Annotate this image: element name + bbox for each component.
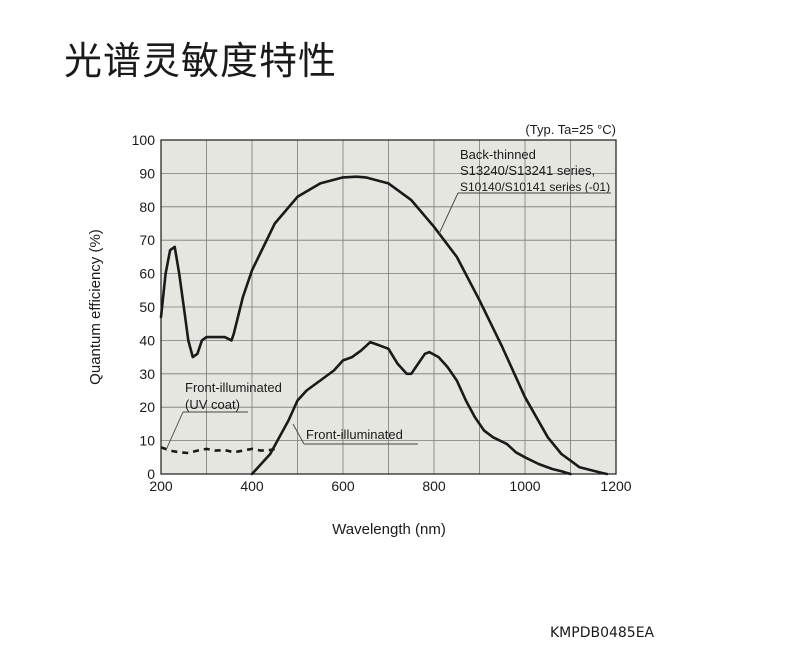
y-axis-label: Quantum efficiency (%): [87, 229, 104, 385]
series-label-back-thinned: S13240/S13241 series,: [460, 163, 595, 178]
x-tick-label: 800: [422, 478, 446, 494]
x-tick-label: 1200: [600, 478, 631, 494]
document-code: KMPDB0485EA: [550, 625, 655, 641]
plot-frame: [160, 139, 617, 475]
y-tick-label: 10: [139, 433, 155, 449]
series-line-1: [159, 175, 609, 476]
series-line-3: [250, 340, 572, 476]
series-label-front-uv: Front-illuminated: [185, 380, 282, 395]
y-tick-label: 0: [147, 466, 155, 482]
series-line-2: [160, 446, 276, 455]
y-tick-label: 70: [139, 232, 155, 248]
leader-front-uv: [165, 411, 184, 451]
y-tick-label: 20: [139, 399, 155, 415]
series-label-back-thinned: Back-thinned: [460, 147, 536, 162]
series-label-front: Front-illuminated: [306, 427, 403, 442]
x-tick-label: 400: [240, 478, 264, 494]
x-tick-label: 1000: [509, 478, 540, 494]
y-tick-label: 90: [139, 165, 155, 181]
x-axis-label: Wavelength (nm): [332, 521, 446, 538]
page-title: 光谱灵敏度特性: [64, 39, 338, 83]
tick-labels: 0 10 20 30 40 50 60 70 80 90 100 200 400 600 800 1000 12…: [132, 132, 632, 494]
x-tick-label: 600: [331, 478, 355, 494]
y-tick-label: 40: [139, 332, 155, 348]
y-tick-label: 50: [139, 299, 155, 315]
x-tick-label: 200: [149, 478, 173, 494]
leader-front: [292, 423, 305, 445]
leader-back-thinned: [438, 192, 459, 235]
grid-lines: [161, 140, 616, 474]
y-tick-label: 30: [139, 366, 155, 382]
y-tick-label: 80: [139, 199, 155, 215]
series-label-back-thinned: S10140/S10141 series (-01): [460, 180, 610, 194]
condition-note: (Typ. Ta=25 °C): [525, 122, 616, 137]
y-tick-label: 100: [132, 132, 156, 148]
series-lines: [159, 175, 609, 476]
series-label-front-uv: (UV coat): [185, 397, 240, 412]
y-tick-label: 60: [139, 266, 155, 282]
